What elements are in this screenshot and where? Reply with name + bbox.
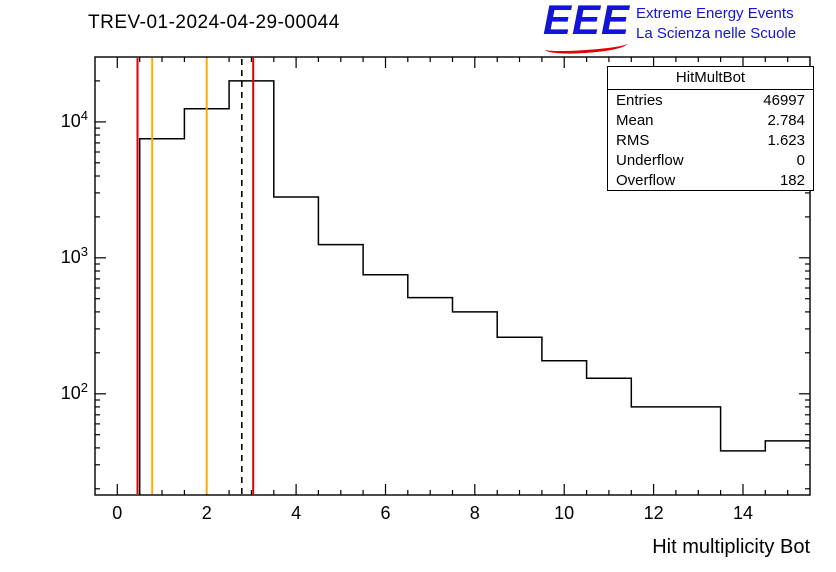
y-tick-label: 103 [61, 244, 88, 267]
page-title: TREV-01-2024-04-29-00044 [88, 12, 340, 33]
eee-logo-line1: Extreme Energy Events [636, 5, 794, 22]
stats-label: RMS [616, 131, 650, 149]
stats-box-title: HitMultBot [608, 67, 813, 90]
x-tick-label: 10 [554, 503, 574, 523]
x-tick-label: 8 [470, 503, 480, 523]
stats-box: HitMultBot Entries 46997 Mean 2.784 RMS … [607, 66, 814, 191]
stats-row-rms: RMS 1.623 [608, 130, 813, 150]
stats-label: Underflow [616, 151, 684, 169]
stats-row-underflow: Underflow 0 [608, 150, 813, 170]
eee-logo-line2: La Scienza nelle Scuole [636, 25, 797, 42]
stats-row-overflow: Overflow 182 [608, 170, 813, 190]
x-tick-label: 0 [112, 503, 122, 523]
stats-row-mean: Mean 2.784 [608, 110, 813, 130]
eee-logo: EEE Extreme Energy Events La Scienza nel… [543, 0, 833, 56]
x-tick-label: 4 [291, 503, 301, 523]
x-tick-label: 14 [733, 503, 753, 523]
y-tick-label: 102 [61, 380, 88, 403]
stats-value: 46997 [763, 91, 805, 109]
x-tick-label: 2 [202, 503, 212, 523]
x-tick-label: 12 [644, 503, 664, 523]
stats-value: 1.623 [767, 131, 805, 149]
stats-label: Entries [616, 91, 663, 109]
stats-value: 2.784 [767, 111, 805, 129]
histogram-step-line [138, 80, 810, 495]
eee-logo-letters: EEE [543, 0, 631, 43]
y-tick-label: 104 [61, 108, 88, 131]
stats-label: Overflow [616, 171, 676, 189]
stats-label: Mean [616, 111, 654, 129]
x-axis-title: Hit multiplicity Bot [652, 536, 810, 558]
stats-row-entries: Entries 46997 [608, 90, 813, 110]
stats-value: 0 [796, 151, 805, 169]
eee-logo-text: Extreme Energy Events La Scienza nelle S… [636, 4, 796, 44]
x-tick-label: 6 [380, 503, 390, 523]
stats-value: 182 [779, 171, 805, 189]
